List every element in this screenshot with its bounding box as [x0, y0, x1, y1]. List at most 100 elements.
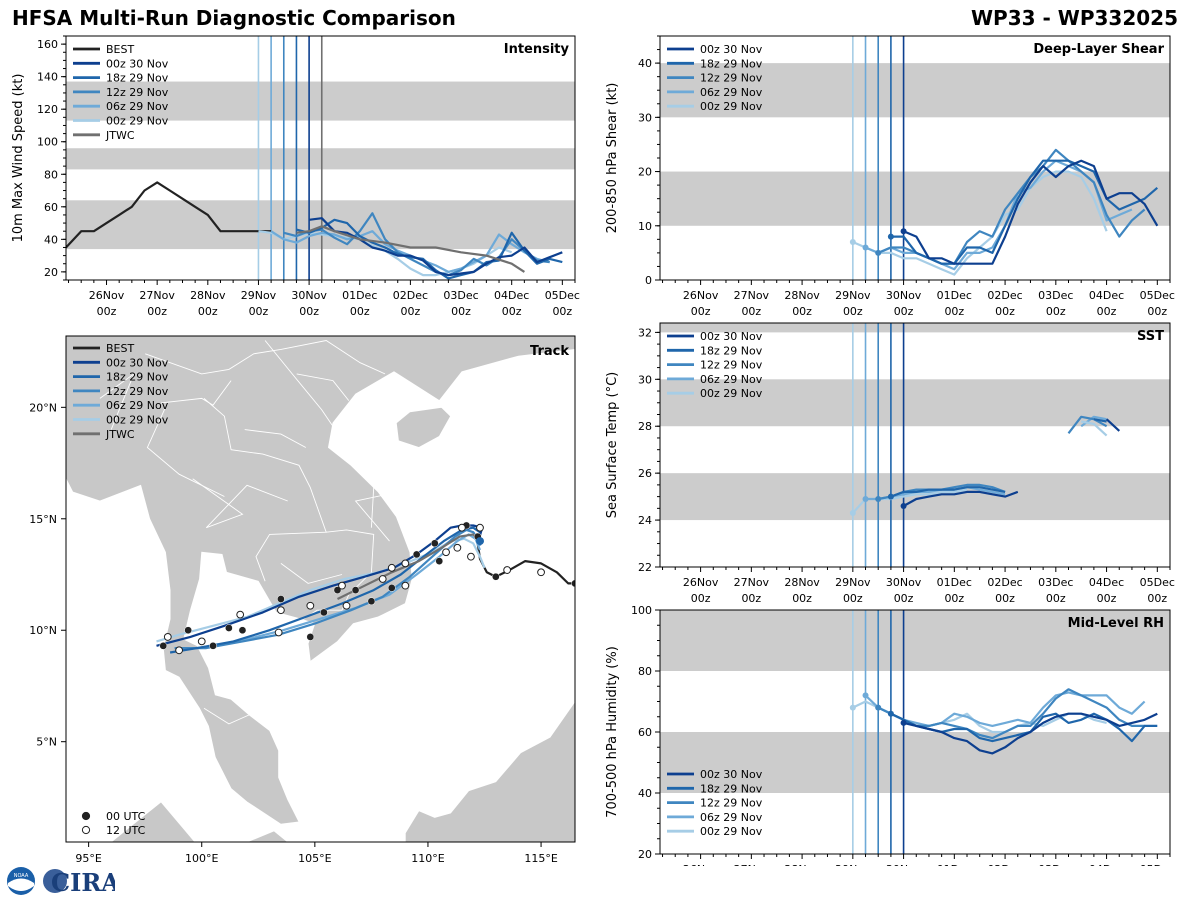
series-line — [864, 691, 1146, 728]
band-shade — [660, 473, 1170, 521]
border-line — [145, 340, 386, 375]
series-line — [1067, 415, 1108, 434]
noaa-cira-logo: NOAA CIRA — [7, 867, 115, 896]
marker-00utc — [238, 626, 247, 635]
x-tick-label-hour: 00z — [792, 592, 812, 605]
y-tick-label: 100 — [631, 604, 652, 617]
x-tick-label-hour: 00z — [1046, 592, 1066, 605]
x-tick-label-date: 29Nov — [241, 289, 277, 302]
marker-00utc — [491, 572, 500, 581]
lon-tick-label: 95°E — [75, 852, 101, 865]
band-shade — [660, 323, 1170, 333]
border-line — [192, 478, 288, 529]
marker-00utc — [412, 550, 421, 559]
x-tick-label-hour: 00z — [451, 305, 471, 318]
y-tick-label: 0 — [645, 274, 652, 287]
x-tick-label-date: 28Nov — [784, 863, 820, 866]
x-tick-label-date: 26Nov — [683, 289, 719, 302]
x-tick-label-hour: 00z — [299, 305, 319, 318]
series-start-point — [862, 244, 869, 251]
legend-label: 18z 29 Nov — [700, 782, 763, 795]
y-axis-label: 200-850 hPa Shear (kt) — [605, 83, 620, 234]
marker-00utc — [435, 557, 444, 565]
x-tick-label-date: 30Nov — [886, 863, 922, 866]
marker-12utc — [537, 568, 545, 577]
y-axis-label: Sea Surface Temp (°C) — [605, 372, 620, 519]
legend-label: 00z 29 Nov — [106, 115, 169, 128]
legend-label: 12z 29 Nov — [700, 797, 763, 810]
marker-00utc — [225, 624, 233, 632]
marker-00utc — [320, 608, 328, 617]
series-start-point — [862, 495, 869, 502]
y-tick-label: 100 — [37, 136, 58, 149]
series-line — [890, 159, 1159, 265]
map-group — [66, 336, 575, 842]
x-tick-label-date: 26Nov — [89, 289, 125, 302]
x-tick-label-hour: 00z — [944, 305, 964, 318]
noaa-logo-text: NOAA — [14, 873, 29, 879]
x-tick-label-date: 02Dec — [987, 863, 1022, 866]
border-line — [203, 707, 250, 725]
series-start-point — [849, 510, 856, 517]
legend-label: 00z 29 Nov — [700, 387, 763, 400]
panel-title: SST — [1137, 329, 1164, 344]
band-shade — [66, 200, 575, 250]
marker-00utc — [387, 584, 396, 592]
x-tick-label-date: 30Nov — [886, 289, 922, 302]
series-start-point — [887, 233, 894, 240]
marker-12utc — [197, 637, 206, 646]
x-tick-label-date: 27Nov — [734, 289, 770, 302]
lat-tick-label: 5°N — [36, 736, 57, 749]
y-tick-label: 20 — [638, 848, 652, 861]
y-tick-label: 22 — [638, 561, 652, 574]
landmass — [110, 801, 196, 842]
x-tick-label-date: 03Dec — [1038, 576, 1073, 589]
x-tick-label-date: 05Dec — [545, 289, 580, 302]
lon-tick-label: 100°E — [185, 852, 218, 865]
series-start-point — [887, 493, 894, 500]
panel-title: Mid-Level RH — [1068, 616, 1164, 631]
x-tick-label-hour: 00z — [350, 305, 370, 318]
x-tick-label-hour: 00z — [502, 305, 522, 318]
series-line — [308, 217, 563, 277]
series-line — [903, 490, 1019, 507]
series-line — [1105, 418, 1121, 432]
legend-label: 06z 29 Nov — [700, 811, 763, 824]
y-tick-label: 20 — [638, 166, 652, 179]
x-tick-label-hour: 00z — [843, 305, 863, 318]
x-tick-label-hour: 00z — [198, 305, 218, 318]
y-tick-label: 60 — [638, 726, 652, 739]
x-tick-label-date: 04Dec — [1089, 576, 1124, 589]
x-tick-label-hour: 00z — [1097, 592, 1117, 605]
y-axis-label: 700-500 hPa Humidity (%) — [605, 646, 620, 818]
y-tick-label: 40 — [44, 233, 58, 246]
x-tick-label-date: 01Dec — [937, 576, 972, 589]
plot-frame — [659, 322, 1171, 568]
x-tick-label-hour: 00z — [401, 305, 421, 318]
x-tick-label-date: 28Nov — [190, 289, 226, 302]
chart-shear: 0 10 20 30 40 26Nov 00z 27Nov 00z 28Nov 00z 29Nov 00… — [605, 35, 1175, 318]
border-line — [264, 340, 375, 528]
border-line — [280, 563, 343, 584]
y-tick-label: 80 — [638, 665, 652, 678]
lat-tick-label: 20°N — [29, 401, 57, 414]
y-tick-label: 80 — [44, 168, 58, 181]
series-start-point — [887, 710, 894, 717]
series-line — [1093, 418, 1107, 423]
marker-00utc — [209, 641, 217, 650]
chart-sst: 22 24 26 28 30 32 26Nov 00z 27Nov 00z 28Nov 00z 29No… — [605, 322, 1175, 605]
legend-label: JTWC — [105, 129, 135, 142]
marker-00utc — [159, 641, 168, 650]
panel-title: Deep-Layer Shear — [1033, 42, 1164, 57]
y-tick-label: 24 — [638, 514, 652, 527]
legend-label: 00z 30 Nov — [700, 43, 763, 56]
lat-tick-label: 15°N — [29, 513, 57, 526]
x-tick-label-hour: 00z — [1046, 305, 1066, 318]
marker-legend-label: 12 UTC — [106, 824, 146, 837]
legend-label: BEST — [106, 342, 134, 355]
marker-12utc — [274, 628, 283, 637]
x-tick-label-hour: 00z — [147, 305, 167, 318]
legend-label: 00z 29 Nov — [700, 100, 763, 113]
cira-globe-icon — [43, 869, 67, 893]
y-tick-label: 26 — [638, 467, 652, 480]
